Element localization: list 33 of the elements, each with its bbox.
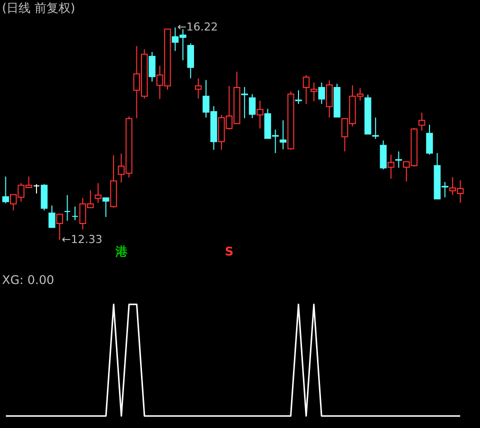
chart-title: (日线 前复权) <box>2 1 76 15</box>
candlestick <box>302 74 310 104</box>
candlestick <box>280 120 286 150</box>
candlestick <box>187 42 194 79</box>
candlestick <box>148 52 156 82</box>
candlestick <box>241 86 248 119</box>
candlestick <box>48 204 56 228</box>
candlestick <box>372 117 379 140</box>
candlestick <box>380 140 387 170</box>
candlestick <box>426 124 433 156</box>
candlestick <box>310 82 318 102</box>
candlestick <box>64 194 71 222</box>
text: S <box>224 244 234 259</box>
candlestick <box>388 154 394 180</box>
candlestick <box>194 78 202 99</box>
candlestick <box>295 90 302 104</box>
candlestick <box>256 100 264 130</box>
candlestick <box>318 82 326 104</box>
candlestick <box>72 206 78 221</box>
annotation: ←12.33 <box>62 232 102 246</box>
text: 港 <box>114 244 128 259</box>
candlestick <box>40 184 48 211</box>
candlestick <box>94 182 102 204</box>
candlestick <box>102 197 110 218</box>
candlestick <box>418 112 426 132</box>
chart-title: XG: 0.00 <box>2 273 54 287</box>
candlestick <box>56 214 63 240</box>
candlestick <box>326 80 333 118</box>
candlestick <box>33 184 40 194</box>
candlestick <box>248 94 256 119</box>
annotation: ←16.22 <box>177 20 218 34</box>
candlestick <box>2 176 10 204</box>
candlestick <box>395 150 402 168</box>
